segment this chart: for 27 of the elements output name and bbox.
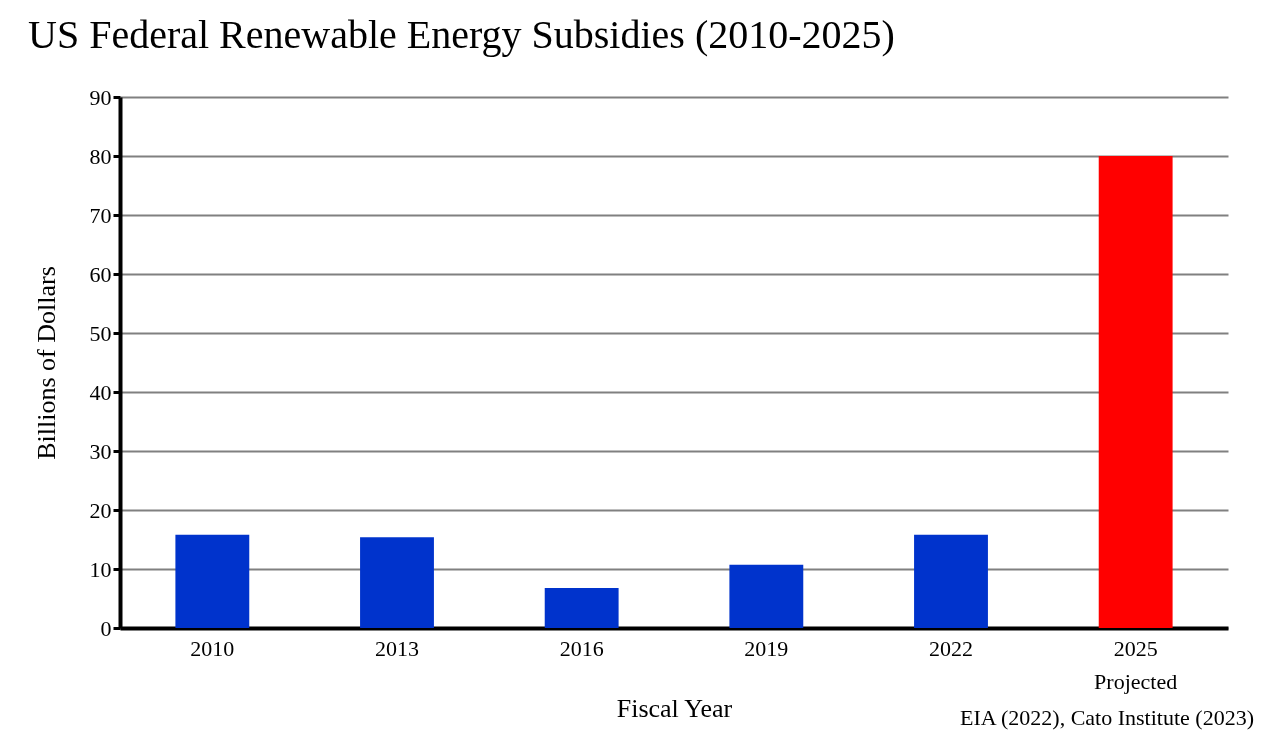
y-tick-label: 20 [89,497,112,523]
y-tick-label: 30 [89,438,112,464]
y-tick-label: 10 [89,556,112,582]
chart-title: US Federal Renewable Energy Subsidies (2010-2025) [28,12,895,57]
bar [360,537,434,628]
x-axis-title: Fiscal Year [616,693,733,723]
bar [175,534,250,628]
y-tick-label: 80 [89,143,112,169]
x-tick-label: 2016 [559,635,604,661]
y-tick-label: 40 [89,379,112,405]
text: EIA (2022), Cato Institute (2023) [960,705,1254,730]
bar [544,587,619,628]
y-tick-label: 50 [89,320,112,346]
bar [729,564,804,628]
x-tick-label: 2025 [1113,635,1158,661]
y-tick-label: 0 [100,615,112,641]
y-axis-title: Billions of Dollars [31,266,61,460]
y-tick-label: 60 [89,261,112,287]
y-tick-label: 90 [89,84,112,110]
text: Projected [1094,669,1178,694]
bar [914,534,988,628]
x-tick-label: 2019 [744,635,789,661]
bar [1098,156,1173,628]
y-tick-label: 70 [89,202,112,228]
x-tick-label: 2022 [929,635,973,661]
x-tick-label: 2010 [190,635,235,661]
x-tick-label: 2013 [375,635,419,661]
